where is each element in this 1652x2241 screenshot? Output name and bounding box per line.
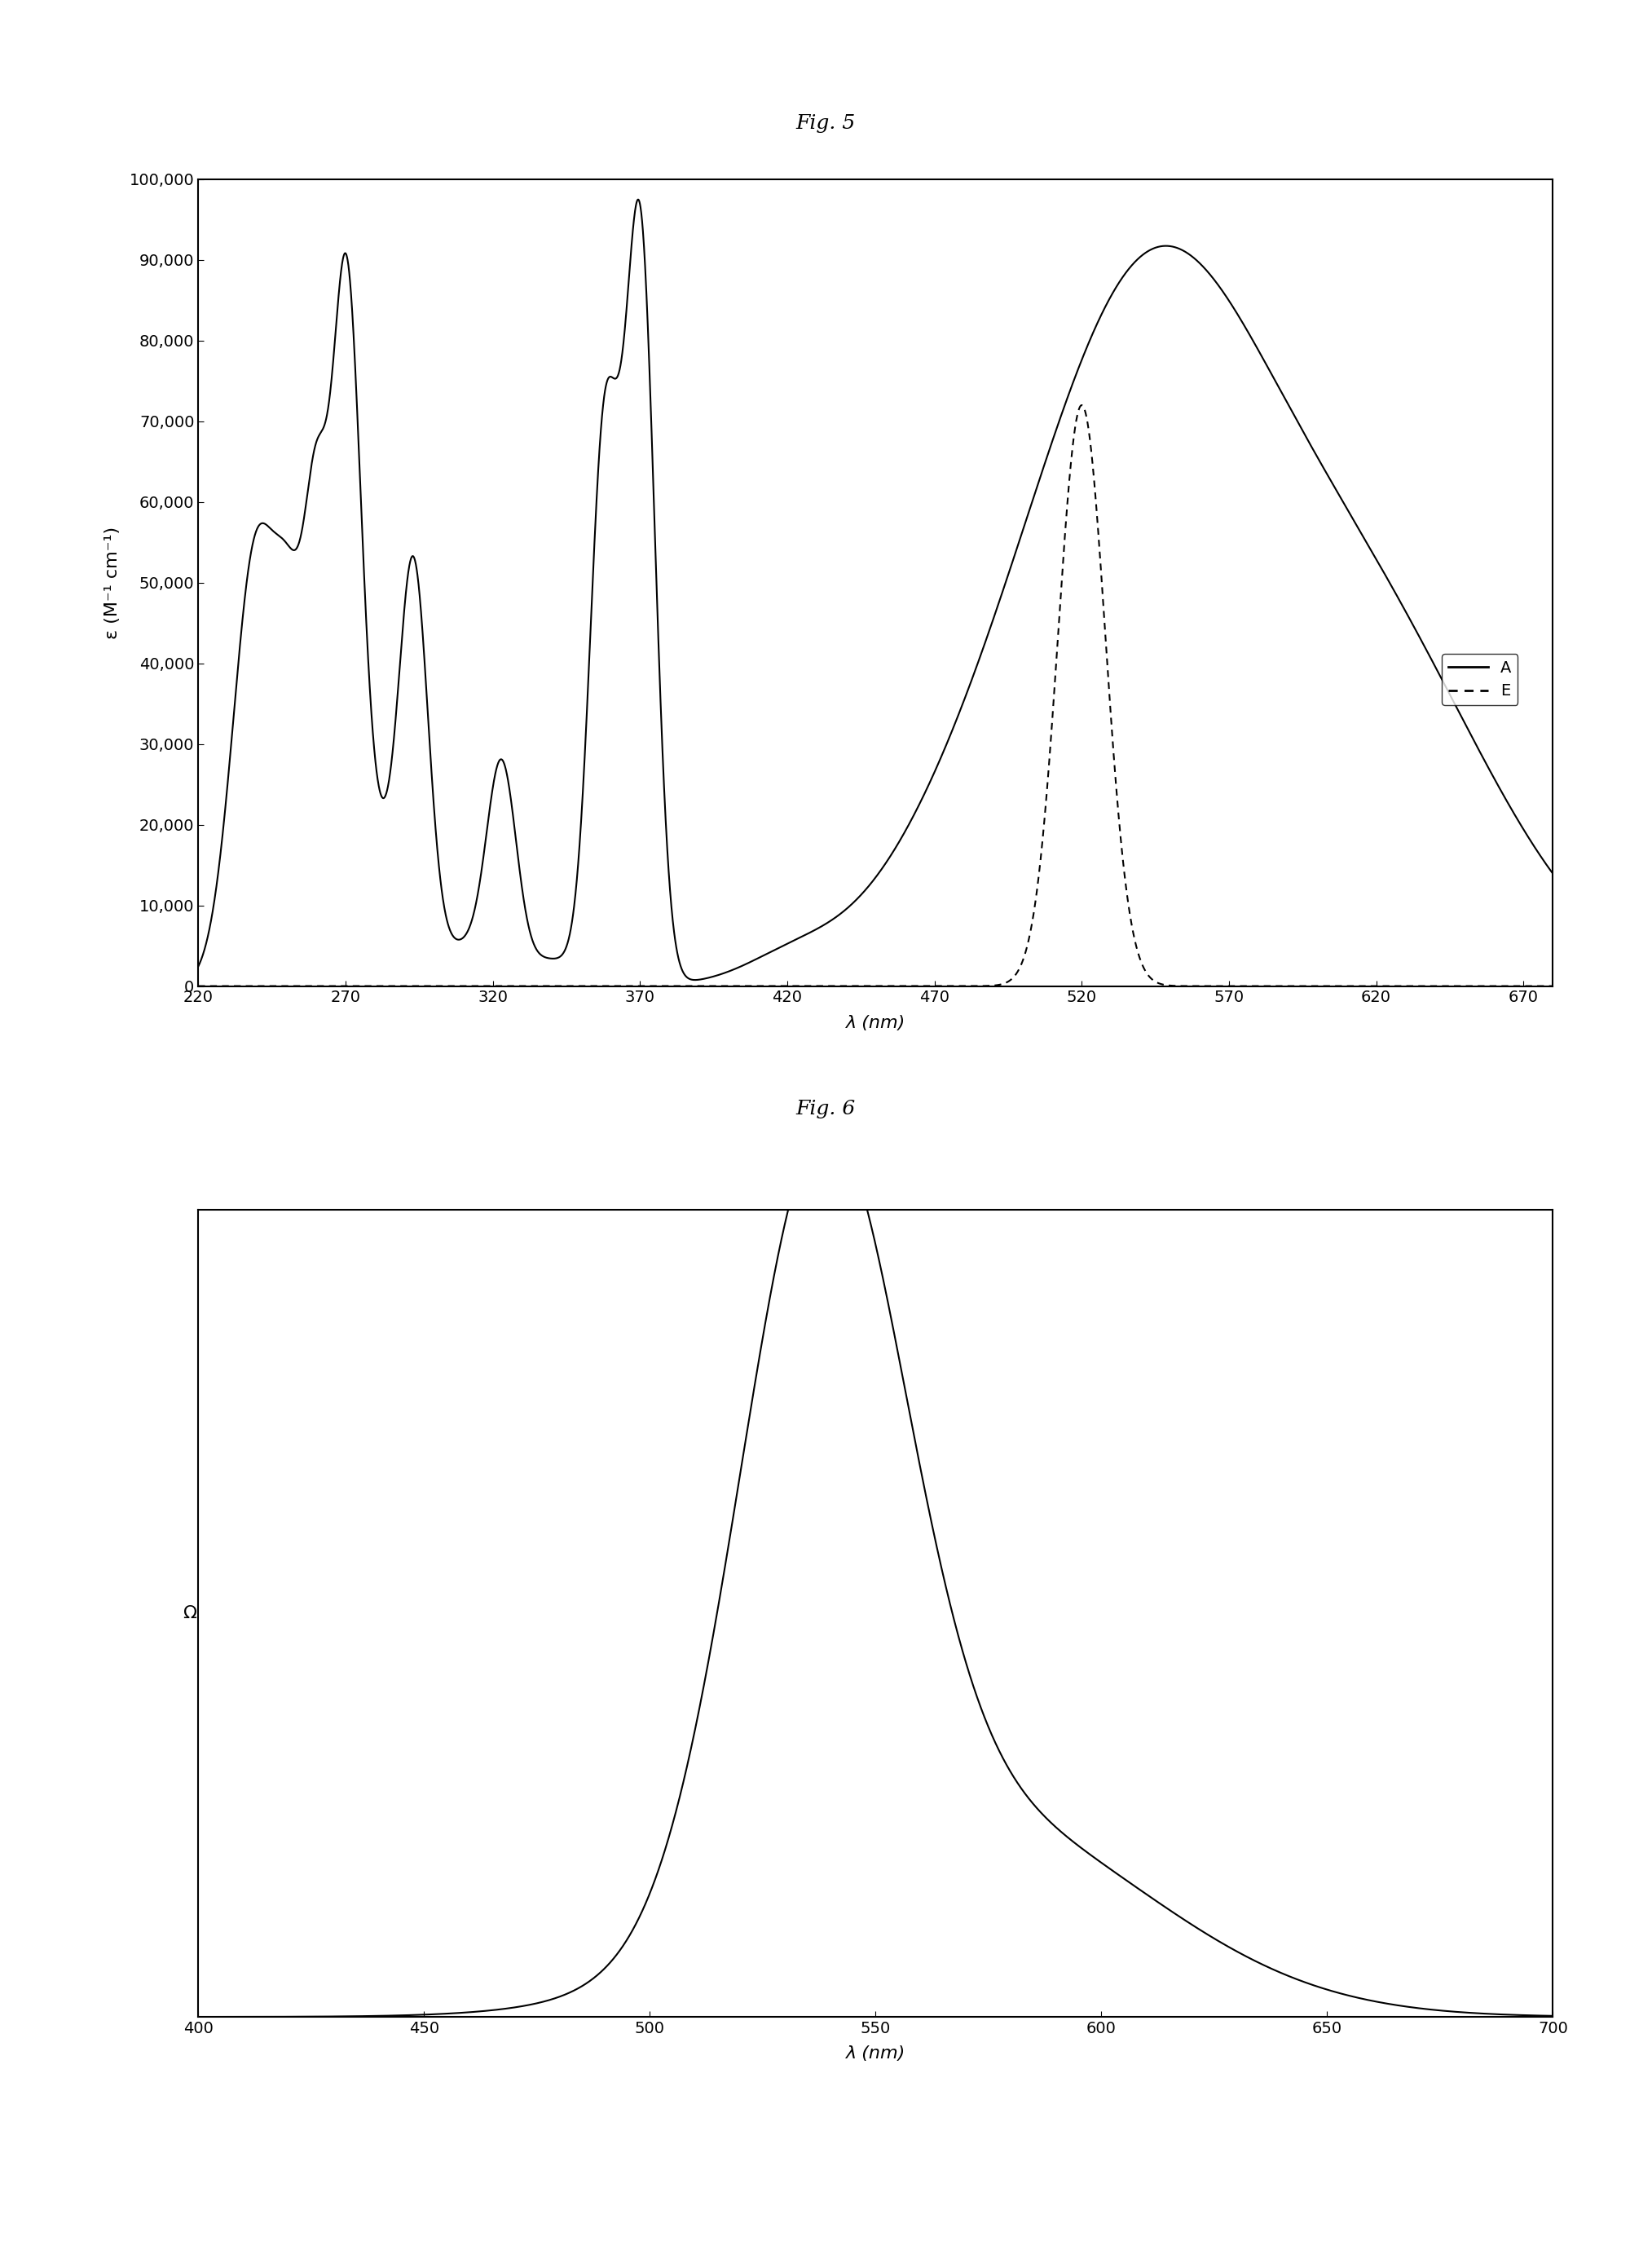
Text: Fig. 6: Fig. 6	[796, 1100, 856, 1118]
Legend: A, E: A, E	[1442, 654, 1518, 706]
Text: Fig. 5: Fig. 5	[796, 114, 856, 132]
Y-axis label: ε (M⁻¹ cm⁻¹): ε (M⁻¹ cm⁻¹)	[104, 527, 121, 639]
X-axis label: λ (nm): λ (nm)	[846, 2046, 905, 2062]
X-axis label: λ (nm): λ (nm)	[846, 1015, 905, 1031]
Y-axis label: Ω: Ω	[182, 1605, 197, 1622]
